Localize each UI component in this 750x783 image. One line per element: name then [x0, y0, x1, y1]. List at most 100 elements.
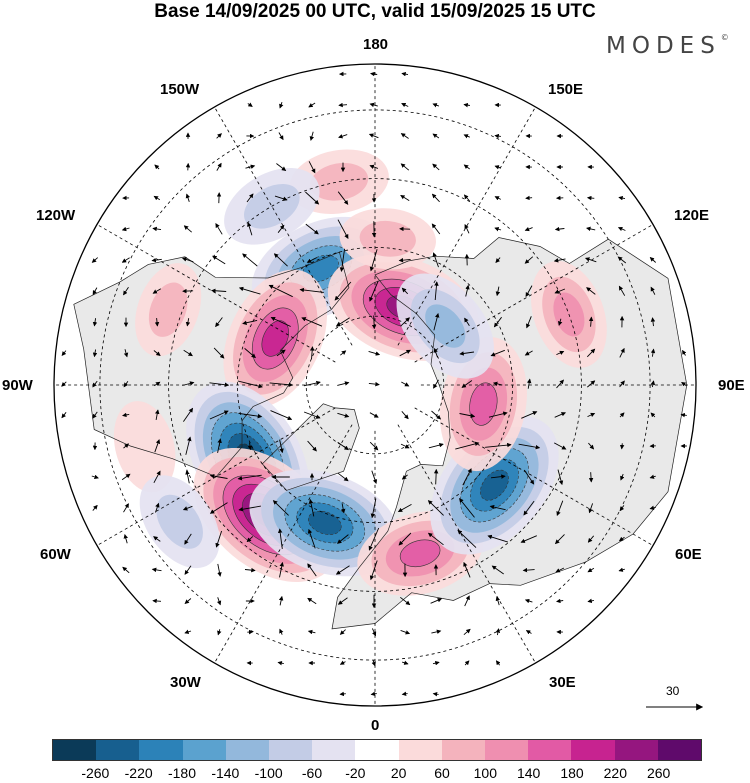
lon-label-60e: 60E [675, 546, 702, 563]
wind-arrow [213, 347, 225, 359]
wind-arrow [433, 379, 439, 389]
wind-arrow [520, 535, 537, 543]
wind-arrow [427, 500, 444, 516]
wind-arrow [400, 596, 411, 606]
map-disk [54, 64, 696, 706]
wind-arrow [680, 412, 687, 418]
wind-arrow [649, 256, 657, 263]
anomaly-contour [399, 539, 441, 568]
colorbar-tick-label: 180 [560, 765, 584, 781]
wind-arrow [92, 504, 98, 511]
colorbar-tick-label: 260 [646, 765, 671, 781]
wind-arrow [619, 380, 625, 388]
wind-arrow [122, 412, 130, 418]
meridian-line [214, 424, 353, 664]
wind-arrow [246, 193, 254, 203]
wind-arrow [431, 193, 440, 203]
wind-arrow [400, 133, 409, 139]
anomaly-contour [156, 494, 203, 549]
lon-label-180: 180 [363, 36, 389, 53]
wind-arrow [216, 162, 222, 171]
wind-arrow [650, 380, 656, 388]
wind-arrow [465, 284, 470, 297]
wind-arrow [433, 468, 439, 485]
wind-arrow [553, 442, 567, 450]
wind-arrow [397, 504, 412, 512]
wind-arrow [619, 443, 625, 450]
wind-arrow [492, 381, 503, 387]
wind-arrow [215, 223, 223, 235]
wind-arrow [518, 443, 541, 450]
wind-arrow [398, 532, 412, 546]
wind-arrow [276, 163, 287, 171]
coastlines [73, 237, 688, 630]
wind-arrow [588, 316, 594, 327]
meridian-line [96, 224, 336, 363]
map-border [53, 63, 697, 707]
wind-arrow [495, 596, 501, 606]
wind-arrow [305, 191, 320, 205]
lon-label-120w: 120W [36, 207, 76, 224]
wind-arrow [489, 504, 506, 511]
wind-arrow [154, 164, 160, 170]
colorbar-tick-label: -20 [345, 765, 366, 781]
wind-arrow [432, 660, 440, 666]
wind-arrow [209, 410, 229, 420]
wind-arrow [401, 71, 409, 77]
wind-arrow [649, 505, 656, 510]
wind-arrow [588, 503, 594, 514]
colorbar-swatch [139, 740, 183, 760]
wind-arrow [371, 470, 378, 485]
wind-arrow [209, 382, 230, 387]
wind-arrow [487, 534, 509, 543]
wind-arrow [338, 134, 348, 139]
wind-arrow [485, 442, 512, 448]
wind-arrow [245, 164, 256, 169]
wind-arrow [92, 349, 98, 358]
wind-arrow [587, 567, 595, 573]
wind-arrow [371, 628, 377, 637]
wind-arrow [123, 503, 129, 513]
wind-arrow [152, 226, 162, 232]
wind-arrow [490, 474, 506, 479]
wind-arrow [370, 71, 378, 77]
wind-arrow [337, 472, 349, 482]
wind-arrow [400, 163, 410, 171]
colorbar-swatch [355, 740, 399, 760]
anomaly-contour [308, 510, 342, 535]
wind-arrow [490, 349, 505, 357]
wind-arrow [371, 660, 376, 667]
colorbar-tick-label: 60 [434, 765, 450, 781]
wind-arrow [123, 443, 130, 449]
colorbar-swatch [225, 740, 270, 760]
wind-arrow [526, 378, 532, 389]
wind-arrow [400, 629, 411, 635]
wind-arrow [309, 346, 315, 360]
wind-arrow [557, 318, 563, 326]
wind-arrow [491, 565, 504, 575]
wind-arrow [184, 629, 192, 634]
latitude-circle [305, 315, 445, 455]
wind-arrow [308, 498, 315, 517]
wind-arrow [555, 567, 565, 573]
wind-arrow [431, 410, 442, 420]
wind-arrow [619, 505, 625, 512]
wind-arrow [123, 381, 129, 388]
wind-arrow [272, 500, 289, 516]
colorbar-swatch [53, 740, 97, 760]
wind-arrow [237, 380, 263, 389]
wind-arrow [618, 285, 626, 296]
wind-arrow [524, 598, 533, 604]
wind-arrow [61, 350, 67, 356]
wind-arrow [401, 103, 409, 108]
wind-arrow [495, 286, 501, 297]
wind-arrow [493, 316, 502, 328]
wind-arrow [556, 500, 564, 517]
wind-arrow [237, 474, 262, 481]
colorbar-tick-label: -60 [301, 765, 323, 781]
colorbar-tick-label: 140 [516, 765, 541, 781]
wind-arrow [334, 281, 352, 301]
wind-arrow [463, 164, 470, 170]
wind-arrow [339, 629, 346, 635]
wind-arrow [586, 195, 595, 201]
